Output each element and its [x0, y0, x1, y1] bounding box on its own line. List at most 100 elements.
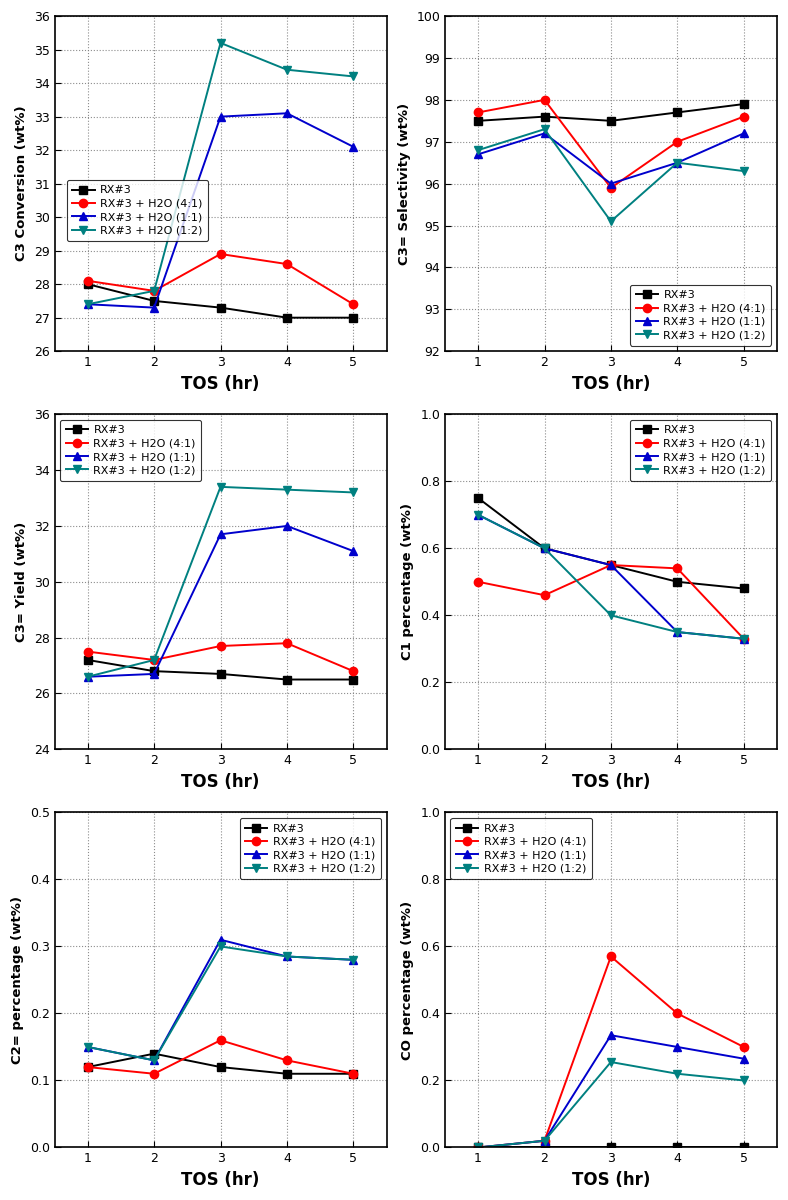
RX#3 + H2O (1:1) [739, 126, 749, 140]
Y-axis label: C3= Yield (wt%): C3= Yield (wt%) [15, 522, 28, 642]
RX#3 + H2O (1:2) [216, 480, 225, 494]
RX#3 [83, 653, 92, 667]
RX#3 + H2O (4:1) [739, 631, 749, 646]
Y-axis label: CO percentage (wt%): CO percentage (wt%) [402, 900, 414, 1060]
Y-axis label: C1 percentage (wt%): C1 percentage (wt%) [402, 503, 414, 660]
X-axis label: TOS (hr): TOS (hr) [572, 374, 650, 392]
RX#3 + H2O (1:1) [606, 558, 615, 572]
RX#3 [673, 106, 682, 120]
Line: RX#3: RX#3 [84, 656, 358, 684]
Legend: RX#3, RX#3 + H2O (4:1), RX#3 + H2O (1:1), RX#3 + H2O (1:2): RX#3, RX#3 + H2O (4:1), RX#3 + H2O (1:1)… [451, 818, 592, 880]
RX#3 + H2O (4:1) [348, 1067, 358, 1081]
RX#3 + H2O (1:2) [739, 1073, 749, 1087]
RX#3 + H2O (4:1) [673, 134, 682, 149]
RX#3 + H2O (1:2) [540, 1134, 549, 1148]
RX#3 + H2O (1:1) [83, 298, 92, 312]
RX#3 [150, 294, 159, 308]
Line: RX#3 + H2O (1:1): RX#3 + H2O (1:1) [84, 522, 358, 680]
RX#3 + H2O (1:1) [83, 1039, 92, 1054]
RX#3 + H2O (1:1) [282, 518, 292, 533]
RX#3 + H2O (1:1) [673, 156, 682, 170]
Legend: RX#3, RX#3 + H2O (4:1), RX#3 + H2O (1:1), RX#3 + H2O (1:2): RX#3, RX#3 + H2O (4:1), RX#3 + H2O (1:1)… [240, 818, 381, 880]
RX#3 + H2O (4:1) [216, 1033, 225, 1048]
RX#3 + H2O (1:2) [474, 508, 483, 522]
Y-axis label: C3= Selectivity (wt%): C3= Selectivity (wt%) [398, 102, 411, 265]
RX#3 + H2O (4:1) [216, 247, 225, 262]
RX#3 [282, 672, 292, 686]
RX#3 + H2O (1:1) [673, 625, 682, 640]
Line: RX#3 + H2O (4:1): RX#3 + H2O (4:1) [84, 250, 358, 308]
RX#3 [673, 1140, 682, 1154]
Line: RX#3 + H2O (4:1): RX#3 + H2O (4:1) [474, 560, 748, 643]
RX#3 + H2O (1:2) [282, 62, 292, 77]
RX#3 + H2O (1:2) [540, 122, 549, 137]
Line: RX#3 + H2O (1:1): RX#3 + H2O (1:1) [474, 130, 748, 188]
X-axis label: TOS (hr): TOS (hr) [572, 773, 650, 791]
Line: RX#3 + H2O (1:2): RX#3 + H2O (1:2) [474, 1058, 748, 1152]
RX#3 [282, 1067, 292, 1081]
RX#3 + H2O (1:2) [474, 143, 483, 157]
Line: RX#3: RX#3 [474, 100, 748, 125]
RX#3 + H2O (1:1) [150, 667, 159, 682]
RX#3 + H2O (4:1) [606, 181, 615, 196]
RX#3 + H2O (1:1) [348, 953, 358, 967]
RX#3 + H2O (4:1) [540, 1134, 549, 1148]
RX#3 + H2O (1:1) [673, 1039, 682, 1054]
X-axis label: TOS (hr): TOS (hr) [181, 773, 260, 791]
Line: RX#3: RX#3 [84, 280, 358, 322]
RX#3 + H2O (1:1) [282, 106, 292, 120]
RX#3 + H2O (4:1) [673, 1007, 682, 1021]
RX#3 + H2O (1:2) [348, 953, 358, 967]
Y-axis label: C3 Conversion (wt%): C3 Conversion (wt%) [15, 106, 28, 262]
RX#3 + H2O (1:2) [348, 70, 358, 84]
RX#3 + H2O (1:1) [83, 670, 92, 684]
RX#3 + H2O (4:1) [348, 298, 358, 312]
RX#3 + H2O (4:1) [474, 575, 483, 589]
Line: RX#3 + H2O (1:2): RX#3 + H2O (1:2) [474, 125, 748, 226]
RX#3 + H2O (4:1) [739, 109, 749, 124]
Legend: RX#3, RX#3 + H2O (4:1), RX#3 + H2O (1:1), RX#3 + H2O (1:2): RX#3, RX#3 + H2O (4:1), RX#3 + H2O (1:1)… [630, 420, 771, 481]
RX#3 + H2O (4:1) [739, 1039, 749, 1054]
Line: RX#3 + H2O (4:1): RX#3 + H2O (4:1) [474, 96, 748, 192]
RX#3 + H2O (1:2) [540, 541, 549, 556]
RX#3 + H2O (1:1) [216, 527, 225, 541]
Line: RX#3 + H2O (4:1): RX#3 + H2O (4:1) [84, 640, 358, 676]
X-axis label: TOS (hr): TOS (hr) [181, 374, 260, 392]
X-axis label: TOS (hr): TOS (hr) [181, 1171, 260, 1189]
RX#3 + H2O (1:2) [739, 631, 749, 646]
X-axis label: TOS (hr): TOS (hr) [572, 1171, 650, 1189]
RX#3 [282, 311, 292, 325]
RX#3 + H2O (4:1) [282, 636, 292, 650]
RX#3 + H2O (1:2) [83, 1039, 92, 1054]
RX#3 + H2O (1:1) [348, 139, 358, 154]
Line: RX#3 + H2O (1:1): RX#3 + H2O (1:1) [84, 109, 358, 312]
RX#3 + H2O (1:2) [673, 156, 682, 170]
RX#3 + H2O (1:2) [150, 1054, 159, 1068]
RX#3 [216, 1060, 225, 1074]
RX#3 + H2O (1:1) [150, 1054, 159, 1068]
RX#3 [348, 311, 358, 325]
RX#3 + H2O (1:1) [216, 109, 225, 124]
RX#3 + H2O (1:1) [474, 508, 483, 522]
RX#3 [739, 97, 749, 112]
Legend: RX#3, RX#3 + H2O (4:1), RX#3 + H2O (1:1), RX#3 + H2O (1:2): RX#3, RX#3 + H2O (4:1), RX#3 + H2O (1:1)… [60, 420, 202, 481]
RX#3 + H2O (1:2) [348, 485, 358, 499]
RX#3 [606, 114, 615, 128]
RX#3 + H2O (4:1) [150, 653, 159, 667]
RX#3 + H2O (1:1) [606, 176, 615, 191]
RX#3 + H2O (1:2) [606, 214, 615, 228]
RX#3 + H2O (1:1) [540, 1134, 549, 1148]
Line: RX#3 + H2O (1:2): RX#3 + H2O (1:2) [84, 482, 358, 680]
Legend: RX#3, RX#3 + H2O (4:1), RX#3 + H2O (1:1), RX#3 + H2O (1:2): RX#3, RX#3 + H2O (4:1), RX#3 + H2O (1:1)… [67, 180, 208, 241]
Line: RX#3: RX#3 [474, 494, 748, 593]
RX#3 + H2O (1:1) [474, 148, 483, 162]
Line: RX#3 + H2O (4:1): RX#3 + H2O (4:1) [84, 1036, 358, 1078]
RX#3 + H2O (1:1) [540, 541, 549, 556]
RX#3 [216, 300, 225, 314]
RX#3 + H2O (4:1) [540, 588, 549, 602]
Line: RX#3 + H2O (1:1): RX#3 + H2O (1:1) [474, 511, 748, 643]
Line: RX#3: RX#3 [474, 1144, 748, 1152]
RX#3 [673, 575, 682, 589]
RX#3 + H2O (1:2) [606, 608, 615, 623]
RX#3 [474, 114, 483, 128]
